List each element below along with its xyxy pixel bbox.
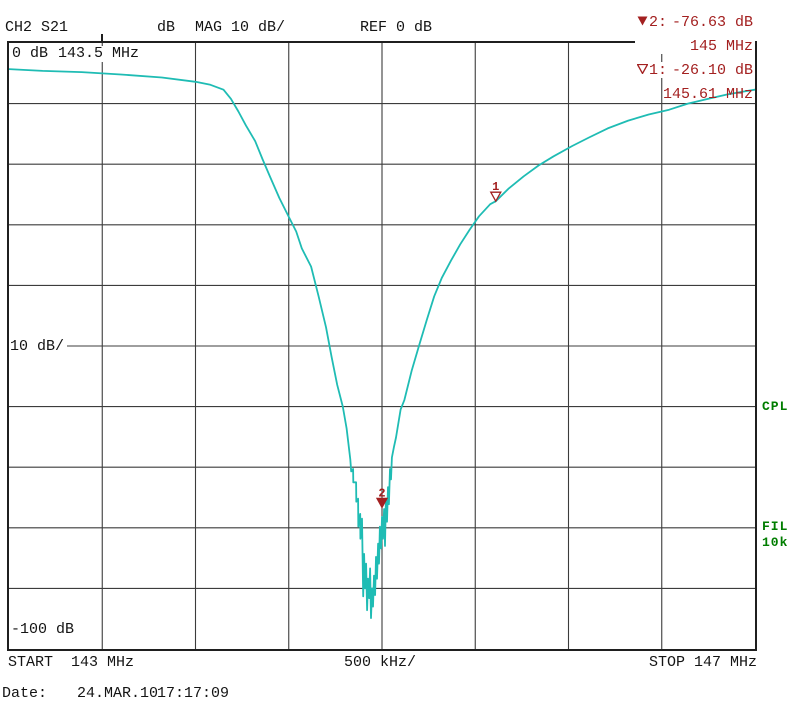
marker-readout-block: 2: -76.63 dB 145 MHz 1: -26.10 dB 145.61…: [634, 14, 755, 110]
stop-frequency-label: STOP 147 MHz: [648, 654, 757, 671]
marker2-freq-text: 145 MHz: [689, 38, 753, 55]
ref-frequency-tick: [101, 34, 103, 43]
bottom-level-label: -100 dB: [10, 622, 78, 638]
coupling-status-label: CPL: [762, 399, 789, 414]
plot-svg: 21: [9, 43, 755, 649]
date-label: Date:: [2, 685, 48, 702]
marker1-value: -26.10 dB: [671, 62, 753, 79]
time-value: 17:17:09: [157, 685, 230, 702]
marker-symbol: [375, 497, 389, 509]
top-scale-labels: 0 dB 143.5 MHz: [11, 45, 143, 62]
channel-trace-label: CH2 S21: [5, 19, 69, 36]
s21-trace: [9, 68, 755, 619]
ref-level-label: REF 0 dB: [360, 19, 433, 36]
start-frequency-label: START 143 MHz: [8, 654, 135, 671]
marker1-frequency: 145.61 MHz: [635, 86, 755, 102]
filter-bandwidth-label: 10k: [762, 535, 789, 550]
scale-mode-label: MAG 10 dB/: [195, 19, 286, 36]
marker-label: 2: [378, 486, 385, 500]
marker1-freq-text: 145.61 MHz: [662, 86, 753, 103]
ref-level-value: 0 dB: [12, 45, 49, 62]
marker2-frequency: 145 MHz: [634, 38, 755, 55]
hollow-triangle-icon: [636, 64, 648, 74]
span-per-div-label: 500 kHz/: [344, 654, 417, 671]
filled-triangle-icon: [637, 16, 648, 26]
marker-symbol: [489, 191, 502, 203]
marker2-readout: 2: -76.63 dB: [634, 14, 755, 31]
ref-frequency-value: 143.5 MHz: [58, 45, 140, 62]
filter-status-label: FIL: [762, 519, 789, 534]
marker1-number: 1:: [648, 62, 667, 79]
marker1-readout: 1: -26.10 dB: [634, 62, 755, 79]
format-label: dB: [157, 19, 176, 36]
marker2-number: 2:: [648, 14, 667, 31]
scale-per-div-label: 10 dB/: [9, 339, 68, 355]
marker-label: 1: [492, 180, 499, 194]
marker2-value: -76.63 dB: [671, 14, 753, 31]
date-value: 24.MAR.10: [77, 685, 159, 702]
